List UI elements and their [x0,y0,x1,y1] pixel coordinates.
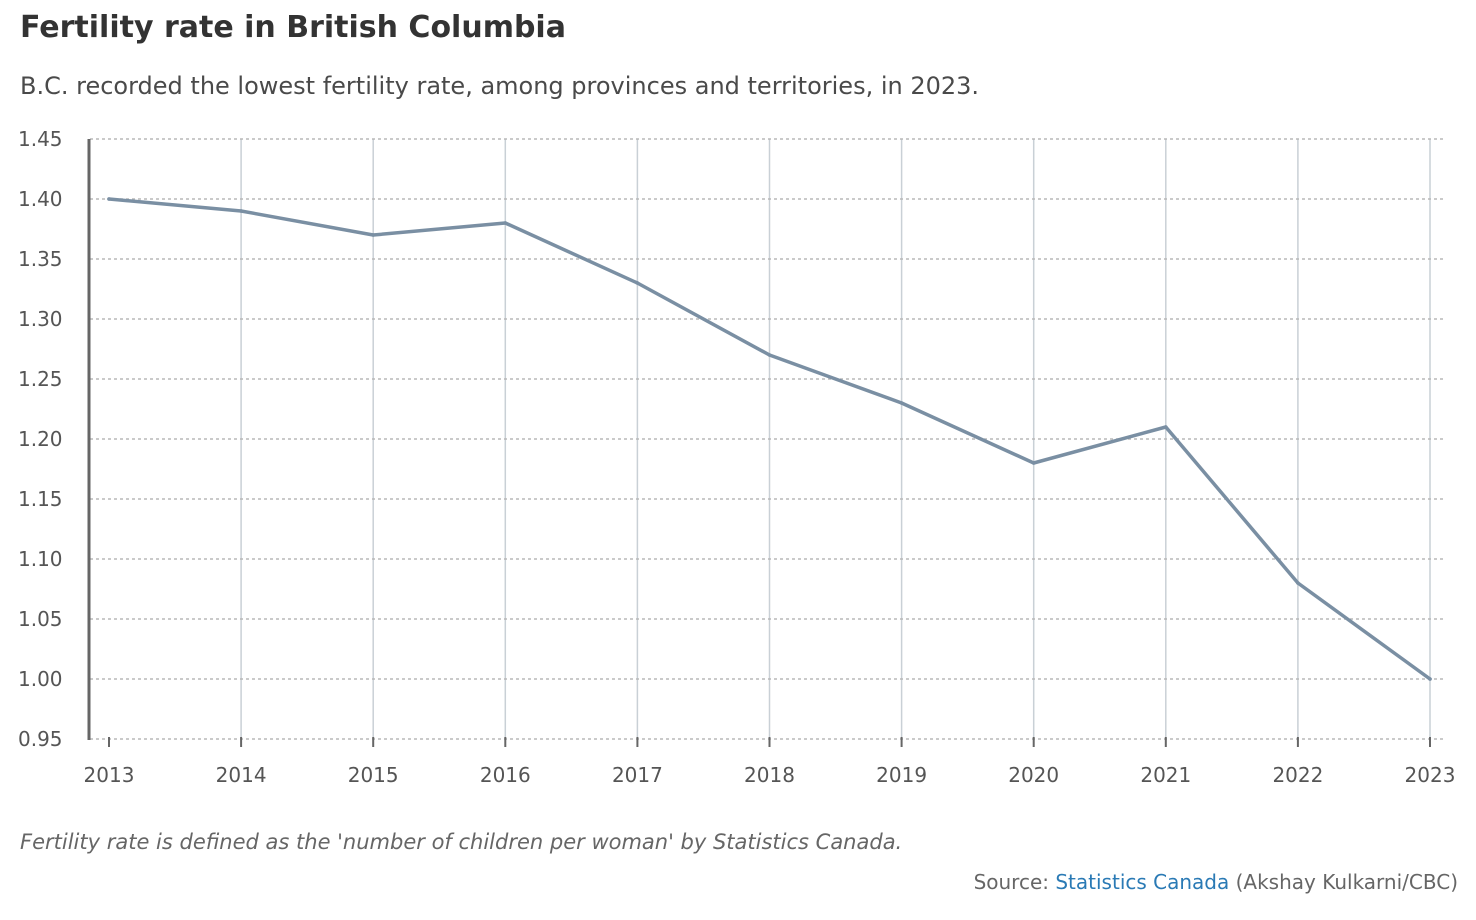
x-tick-label: 2017 [612,763,663,787]
x-tick-label: 2019 [876,763,927,787]
x-tick-label: 2013 [84,763,135,787]
x-tick-label: 2014 [216,763,267,787]
source-suffix: (Akshay Kulkarni/CBC) [1229,870,1458,894]
series-lines [107,197,1432,681]
data-point-2016 [503,221,508,225]
chart-title: Fertility rate in British Columbia [20,10,566,45]
x-tick-label: 2022 [1272,763,1323,787]
x-tick-label: 2016 [480,763,531,787]
source-credit: Source: Statistics Canada (Akshay Kulkar… [974,870,1458,894]
horizontal-gridlines [90,138,1446,740]
y-tick-label: 1.05 [18,607,63,631]
footnote: Fertility rate is defined as the 'number… [20,830,903,854]
x-tick-label: 2021 [1140,763,1191,787]
data-point-2023 [1428,677,1432,681]
data-point-2018 [767,353,772,357]
data-point-2020 [1031,461,1036,465]
x-tick-label: 2020 [1008,763,1059,787]
x-tick-label: 2023 [1405,763,1456,787]
y-tick-label: 1.15 [18,487,63,511]
data-point-2022 [1296,581,1300,585]
line-chart: 0.95 1.00 1.05 1.10 1.15 1.20 1.25 1.30 1.35 1.40… [18,127,1456,787]
y-tick-label: 1.25 [18,367,63,391]
chart-subtitle: B.C. recorded the lowest fertility rate,… [20,72,980,100]
source-prefix: Source: [973,870,1056,894]
source-link[interactable]: Statistics Canada [1055,870,1230,894]
y-axis: 0.95 1.00 1.05 1.10 1.15 1.20 1.25 1.30 1.35 1.40… [18,127,91,751]
y-tick-label: 1.40 [18,187,63,211]
data-point-2014 [239,209,243,213]
data-point-2019 [899,401,904,405]
y-tick-label: 0.95 [18,727,63,751]
y-tick-label: 1.30 [18,307,63,331]
y-tick-label: 1.10 [18,547,63,571]
x-tick-label: 2015 [348,763,399,787]
x-tick-label: 2018 [744,763,795,787]
data-point-2021 [1164,425,1168,429]
y-tick-label: 1.45 [18,127,63,151]
y-tick-label: 1.35 [18,247,63,271]
x-axis: 2013 2014 2015 2016 2017 2018 2019 2020 2021 2022… [84,737,1456,787]
y-tick-label: 1.20 [18,427,63,451]
data-point-2015 [371,233,376,237]
data-point-2013 [107,197,111,201]
data-point-2017 [635,281,640,285]
y-tick-label: 1.00 [18,667,63,691]
